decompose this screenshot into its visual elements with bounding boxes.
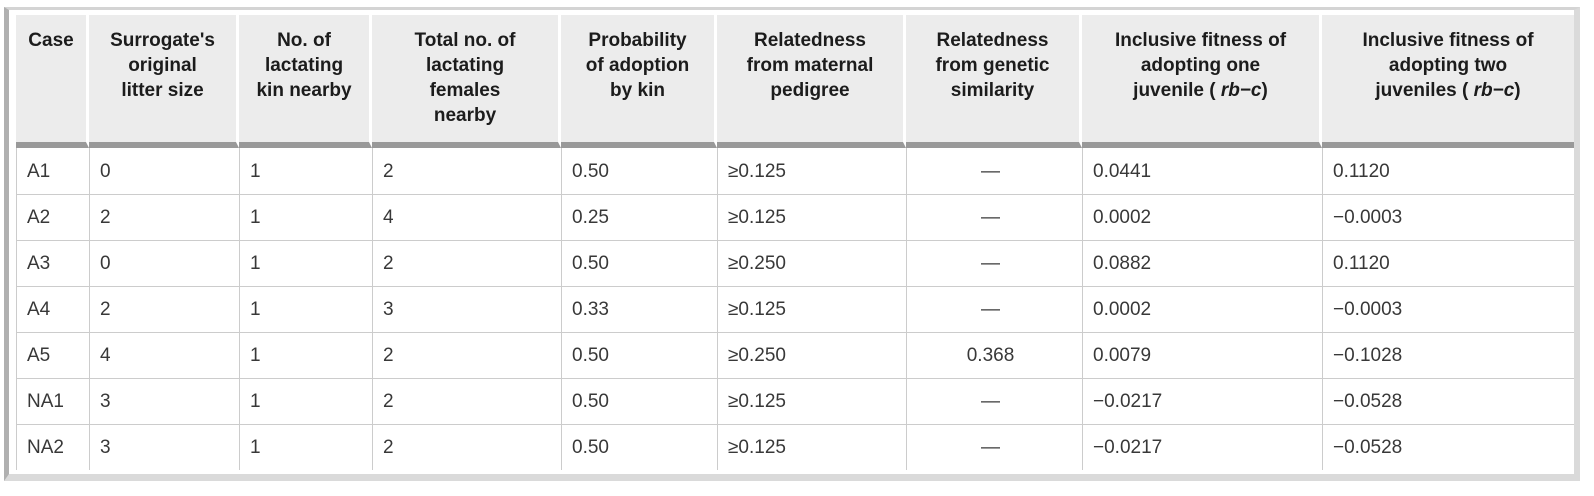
column-header-litter-size: Surrogate's original litter size	[89, 15, 239, 148]
cell-fitness-two: −0.0528	[1322, 424, 1574, 470]
column-header-adoption-probability: Probability of adoption by kin	[561, 15, 717, 148]
cell-lactating-kin: 1	[239, 148, 372, 194]
column-header-fitness-two-juveniles: Inclusive fitness of adopting two juveni…	[1322, 15, 1574, 148]
header-suffix: )	[1261, 80, 1268, 101]
cell-litter-size: 0	[89, 148, 239, 194]
cell-fitness-one: 0.0002	[1082, 286, 1322, 332]
cell-fitness-one: −0.0217	[1082, 424, 1322, 470]
table-row-na1: NA1 3 1 2 0.50 ≥0.125 — −0.0217 −0.0528	[16, 378, 1574, 424]
table-row-a1: A1 0 1 2 0.50 ≥0.125 — 0.0441 0.1120	[16, 148, 1574, 194]
table-row-a4: A4 2 1 3 0.33 ≥0.125 — 0.0002 −0.0003	[16, 286, 1574, 332]
table-body: A1 0 1 2 0.50 ≥0.125 — 0.0441 0.1120 A2 …	[16, 148, 1574, 470]
cell-lactating-kin: 1	[239, 194, 372, 240]
cell-pedigree-relatedness: ≥0.125	[717, 286, 906, 332]
cell-pedigree-relatedness: ≥0.250	[717, 332, 906, 378]
cell-adoption-probability: 0.50	[561, 332, 717, 378]
column-header-fitness-one-juvenile: Inclusive fitness of adopting one juveni…	[1082, 15, 1322, 148]
cell-pedigree-relatedness: ≥0.125	[717, 424, 906, 470]
cell-adoption-probability: 0.50	[561, 148, 717, 194]
cell-fitness-two: −0.0003	[1322, 286, 1574, 332]
cell-case: A4	[16, 286, 89, 332]
cell-fitness-two: −0.1028	[1322, 332, 1574, 378]
cell-fitness-one: 0.0079	[1082, 332, 1322, 378]
cell-genetic-relatedness: —	[906, 240, 1082, 286]
table-header: Case Surrogate's original litter size No…	[16, 15, 1574, 148]
cell-lactating-kin: 1	[239, 286, 372, 332]
cell-litter-size: 3	[89, 378, 239, 424]
cell-litter-size: 2	[89, 194, 239, 240]
cell-lactating-kin: 1	[239, 378, 372, 424]
cell-litter-size: 3	[89, 424, 239, 470]
cell-litter-size: 4	[89, 332, 239, 378]
cell-fitness-one: 0.0002	[1082, 194, 1322, 240]
cell-lactating-females: 4	[372, 194, 561, 240]
cell-genetic-relatedness: 0.368	[906, 332, 1082, 378]
column-header-lactating-kin: No. of lactating kin nearby	[239, 15, 372, 148]
cell-adoption-probability: 0.50	[561, 424, 717, 470]
table-frame: Case Surrogate's original litter size No…	[4, 7, 1580, 481]
cell-lactating-kin: 1	[239, 424, 372, 470]
cell-litter-size: 0	[89, 240, 239, 286]
cell-adoption-probability: 0.25	[561, 194, 717, 240]
cell-fitness-one: 0.0441	[1082, 148, 1322, 194]
cell-adoption-probability: 0.50	[561, 240, 717, 286]
cell-fitness-two: −0.0528	[1322, 378, 1574, 424]
column-header-pedigree-relatedness: Relatedness from maternal pedigree	[717, 15, 906, 148]
cell-case: A5	[16, 332, 89, 378]
cell-pedigree-relatedness: ≥0.125	[717, 378, 906, 424]
cell-fitness-one: 0.0882	[1082, 240, 1322, 286]
cell-lactating-females: 2	[372, 424, 561, 470]
cell-case: A3	[16, 240, 89, 286]
table-row-a2: A2 2 1 4 0.25 ≥0.125 — 0.0002 −0.0003	[16, 194, 1574, 240]
cell-lactating-kin: 1	[239, 240, 372, 286]
column-header-genetic-relatedness: Relatedness from genetic similarity	[906, 15, 1082, 148]
cell-case: A2	[16, 194, 89, 240]
cell-fitness-one: −0.0217	[1082, 378, 1322, 424]
cell-fitness-two: −0.0003	[1322, 194, 1574, 240]
cell-adoption-probability: 0.50	[561, 378, 717, 424]
formula-rb-minus-c: rb−c	[1473, 80, 1515, 101]
cell-genetic-relatedness: —	[906, 424, 1082, 470]
table-row-a5: A5 4 1 2 0.50 ≥0.250 0.368 0.0079 −0.102…	[16, 332, 1574, 378]
table-row-a3: A3 0 1 2 0.50 ≥0.250 — 0.0882 0.1120	[16, 240, 1574, 286]
column-header-case: Case	[16, 15, 89, 148]
cell-genetic-relatedness: —	[906, 286, 1082, 332]
cell-lactating-females: 2	[372, 148, 561, 194]
cell-litter-size: 2	[89, 286, 239, 332]
cell-case: NA2	[16, 424, 89, 470]
cell-pedigree-relatedness: ≥0.125	[717, 148, 906, 194]
cell-genetic-relatedness: —	[906, 378, 1082, 424]
cell-genetic-relatedness: —	[906, 194, 1082, 240]
cell-lactating-females: 2	[372, 332, 561, 378]
header-suffix: )	[1514, 80, 1521, 101]
cell-pedigree-relatedness: ≥0.125	[717, 194, 906, 240]
column-header-lactating-females: Total no. of lactating females nearby	[372, 15, 561, 148]
cell-case: A1	[16, 148, 89, 194]
cell-lactating-females: 2	[372, 378, 561, 424]
cell-lactating-females: 2	[372, 240, 561, 286]
formula-rb-minus-c: rb−c	[1220, 80, 1262, 101]
cell-fitness-two: 0.1120	[1322, 148, 1574, 194]
cell-lactating-kin: 1	[239, 332, 372, 378]
inclusive-fitness-table: Case Surrogate's original litter size No…	[16, 15, 1574, 470]
cell-case: NA1	[16, 378, 89, 424]
header-label: Inclusive fitness of adopting one juveni…	[1114, 30, 1287, 101]
cell-lactating-females: 3	[372, 286, 561, 332]
cell-fitness-two: 0.1120	[1322, 240, 1574, 286]
cell-adoption-probability: 0.33	[561, 286, 717, 332]
cell-pedigree-relatedness: ≥0.250	[717, 240, 906, 286]
header-row: Case Surrogate's original litter size No…	[16, 15, 1574, 148]
header-label: Inclusive fitness of adopting two juveni…	[1362, 30, 1534, 101]
cell-genetic-relatedness: —	[906, 148, 1082, 194]
table-row-na2: NA2 3 1 2 0.50 ≥0.125 — −0.0217 −0.0528	[16, 424, 1574, 470]
